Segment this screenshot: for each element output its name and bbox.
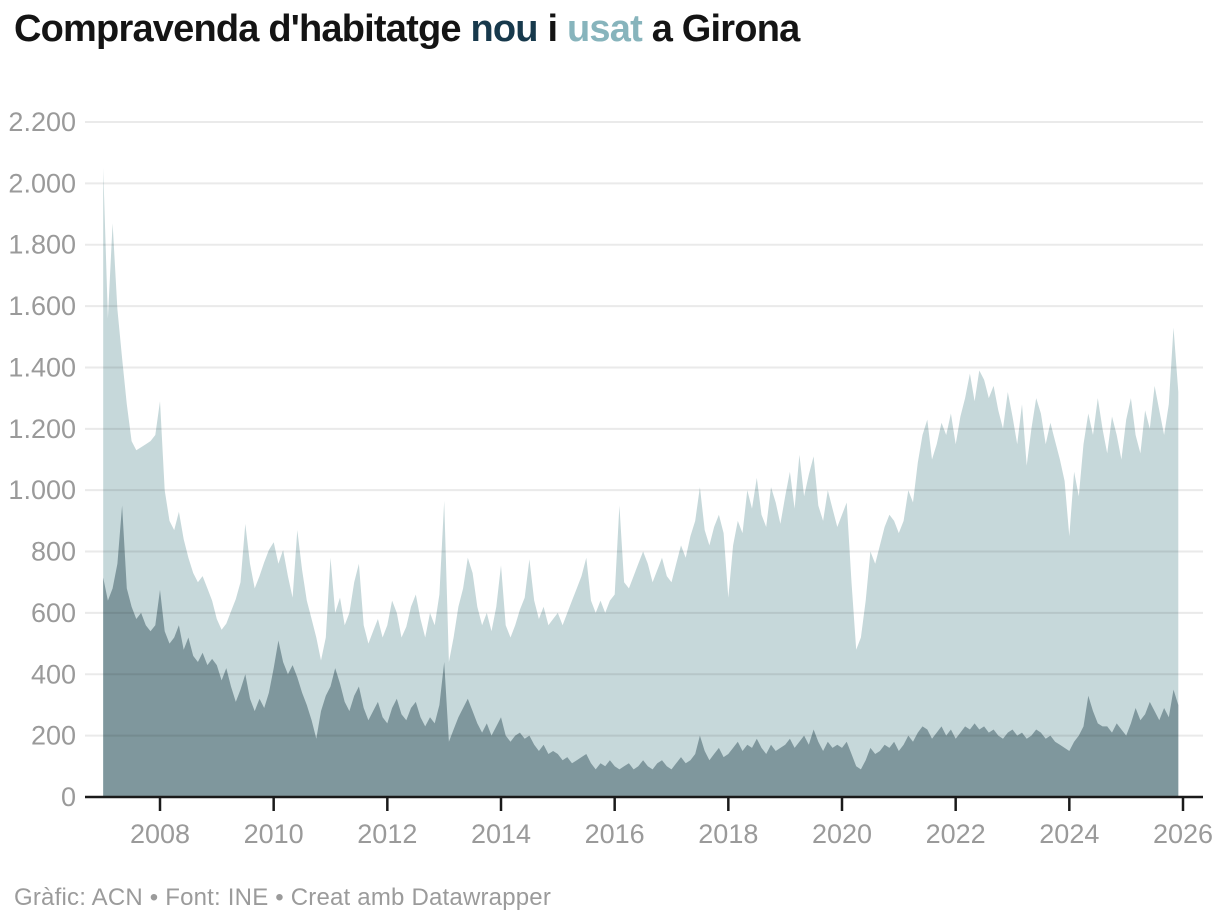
x-tick-label: 2014	[471, 819, 531, 849]
x-tick-label: 2020	[812, 819, 872, 849]
x-tick-label: 2026	[1153, 819, 1213, 849]
x-tick-label: 2008	[130, 819, 190, 849]
x-tick-label: 2010	[244, 819, 304, 849]
title-text-prefix: Compravenda d'habitatge	[14, 8, 471, 50]
title-text-mid: i	[537, 8, 567, 50]
title-text-suffix: a Girona	[641, 8, 801, 50]
chart-footer-attribution: Gràfic: ACN • Font: INE • Creat amb Data…	[14, 884, 552, 911]
y-tick-label: 2.000	[8, 168, 76, 198]
y-tick-label: 1.400	[8, 352, 76, 382]
x-tick-label: 2012	[357, 819, 417, 849]
title-series-usat-label: usat	[567, 8, 643, 50]
y-tick-label: 200	[31, 721, 76, 751]
title-series-nou-label: nou	[470, 8, 538, 50]
y-tick-label: 600	[31, 598, 76, 628]
y-tick-label: 1.200	[8, 414, 76, 444]
nou-area	[103, 505, 1179, 797]
x-tick-label: 2024	[1039, 819, 1099, 849]
x-tick-label: 2018	[698, 819, 758, 849]
y-tick-label: 1.600	[8, 291, 76, 321]
usat-area	[103, 168, 1179, 797]
y-tick-label: 400	[31, 659, 76, 689]
y-tick-label: 1.000	[8, 475, 76, 505]
y-tick-label: 800	[31, 537, 76, 567]
y-tick-label: 1.800	[8, 230, 76, 260]
y-tick-label: 0	[61, 782, 76, 812]
chart-title: Compravenda d'habitatge nou i usat a Gir…	[14, 8, 801, 51]
y-tick-label: 2.200	[8, 107, 76, 137]
x-tick-label: 2022	[926, 819, 986, 849]
x-tick-label: 2016	[585, 819, 645, 849]
